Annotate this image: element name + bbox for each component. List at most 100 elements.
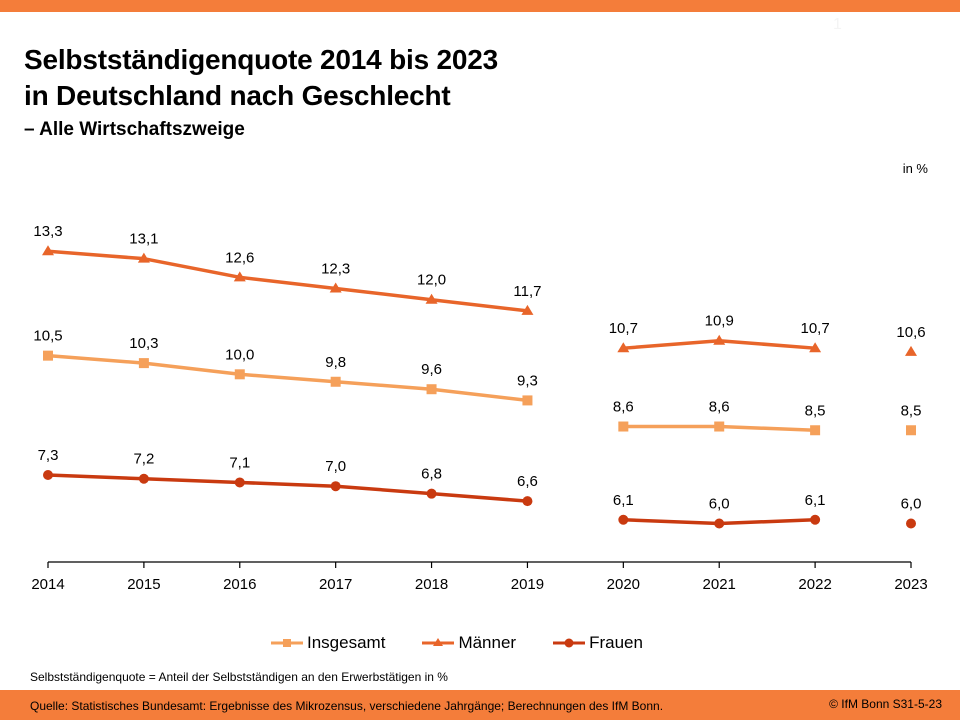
data-point [905, 345, 917, 356]
x-tick-label: 2021 [703, 576, 736, 593]
legend-label-insgesamt: Insgesamt [307, 633, 386, 652]
chart-title-line1: Selbstständigenquote 2014 bis 2023 [24, 44, 499, 75]
definition-note: Selbstständigenquote = Anteil der Selbst… [30, 670, 448, 684]
data-label: 6,0 [901, 496, 922, 513]
legend: Insgesamt Männer Frauen [270, 633, 643, 653]
data-point [810, 425, 821, 436]
data-label: 7,2 [133, 451, 154, 468]
data-label: 12,6 [225, 249, 254, 266]
data-point [522, 395, 533, 406]
data-point [43, 470, 53, 481]
data-label: 10,6 [896, 324, 925, 341]
data-label: 10,7 [609, 320, 638, 337]
x-tick-label: 2020 [607, 576, 640, 593]
data-label: 10,9 [705, 313, 734, 330]
data-label: 9,3 [517, 372, 538, 389]
data-label: 13,3 [33, 223, 62, 240]
data-point [138, 358, 149, 369]
copyright-text: © IfM Bonn S31-5-23 [829, 697, 942, 711]
x-tick-label: 2017 [319, 576, 352, 593]
legend-swatch-maenner [422, 638, 455, 646]
x-tick-label: 2015 [127, 576, 160, 593]
data-point [43, 350, 53, 361]
data-label: 10,3 [129, 335, 158, 352]
data-label: 12,0 [417, 272, 446, 289]
legend-swatch-insgesamt [271, 639, 303, 647]
x-tick-label: 2018 [415, 576, 448, 593]
legend-item-frauen: Frauen [552, 633, 643, 653]
legend-label-frauen: Frauen [589, 633, 643, 652]
source-text: Quelle: Statistisches Bundesamt: Ergebni… [30, 699, 664, 713]
data-label: 7,0 [325, 458, 346, 475]
data-label: 6,0 [709, 496, 730, 513]
top-brand-bar [0, 0, 960, 12]
data-point [714, 518, 725, 529]
data-point [906, 425, 916, 436]
legend-swatch-frauen [553, 638, 586, 648]
data-point [522, 496, 533, 507]
data-label: 9,6 [421, 361, 442, 378]
series-line [47, 353, 528, 403]
legend-item-insgesamt: Insgesamt [270, 633, 385, 653]
data-point [330, 481, 341, 492]
series-frauen: 7,3 7,2 7,1 7,0 6,8 6,6 6,1 6,0 6,1 6,0 [38, 447, 922, 529]
footer-bar: Quelle: Statistisches Bundesamt: Ergebni… [0, 690, 960, 720]
data-label: 7,1 [229, 454, 250, 471]
data-label: 8,6 [709, 399, 730, 416]
data-point [330, 376, 341, 387]
chart-title: Selbstständigenquote 2014 bis 2023 in De… [24, 42, 498, 114]
x-tick-label: 2023 [894, 576, 927, 593]
data-point [617, 342, 630, 353]
data-point [42, 245, 54, 256]
x-axis: 2014 2015 2016 2017 2018 2019 2020 2021 2022 2023 [31, 561, 928, 593]
x-tick-label: 2014 [31, 576, 64, 593]
data-point [329, 282, 342, 293]
chart-title-line2: in Deutschland nach Geschlecht [24, 80, 451, 111]
data-label: 7,3 [38, 447, 59, 464]
data-label: 6,1 [613, 492, 634, 509]
data-label: 6,6 [517, 473, 538, 490]
x-tick-label: 2022 [798, 576, 831, 593]
data-point [234, 369, 245, 380]
data-point [137, 252, 150, 263]
data-point [810, 514, 821, 525]
data-point [234, 477, 245, 488]
data-point [233, 271, 246, 282]
data-label: 10,7 [801, 320, 830, 337]
data-label: 13,1 [129, 231, 158, 248]
x-tick-label: 2016 [223, 576, 256, 593]
data-point [426, 488, 437, 499]
data-label: 10,5 [33, 328, 62, 345]
data-label: 8,5 [901, 402, 922, 419]
series-line [47, 473, 528, 503]
series-maenner: 13,3 13,1 12,6 12,3 12,0 11,7 10,7 10,9 10,7 10,6 [33, 223, 926, 356]
data-label: 8,6 [613, 399, 634, 416]
data-point [426, 384, 437, 395]
data-label: 6,8 [421, 466, 442, 483]
page-marker: 1 [833, 16, 842, 33]
data-point [618, 514, 629, 525]
data-point [521, 304, 534, 315]
unit-label: in % [902, 161, 928, 176]
legend-item-maenner: Männer [421, 633, 516, 653]
chart-subtitle: – Alle Wirtschaftszweige [24, 119, 245, 140]
data-point [138, 473, 149, 484]
data-label: 9,8 [325, 354, 346, 371]
x-tick-label: 2019 [511, 576, 544, 593]
series-insgesamt: 10,5 10,3 10,0 9,8 9,6 9,3 8,6 8,6 8,5 8,5 [33, 328, 921, 436]
data-point [714, 421, 725, 432]
data-point [425, 293, 438, 304]
data-label: 8,5 [805, 402, 826, 419]
data-label: 11,7 [513, 283, 541, 300]
data-label: 10,0 [225, 346, 254, 363]
legend-label-maenner: Männer [458, 633, 517, 652]
series-line [47, 249, 528, 313]
series-layer: 10,5 10,310,0 9,8 9,69,38,6 8,6 8,5 8,513,3 13,… [33, 223, 926, 529]
data-point [713, 334, 726, 345]
data-point [906, 518, 916, 529]
data-point [809, 342, 822, 353]
data-label: 12,3 [321, 261, 350, 278]
data-label: 6,1 [805, 492, 826, 509]
data-point [618, 421, 629, 432]
